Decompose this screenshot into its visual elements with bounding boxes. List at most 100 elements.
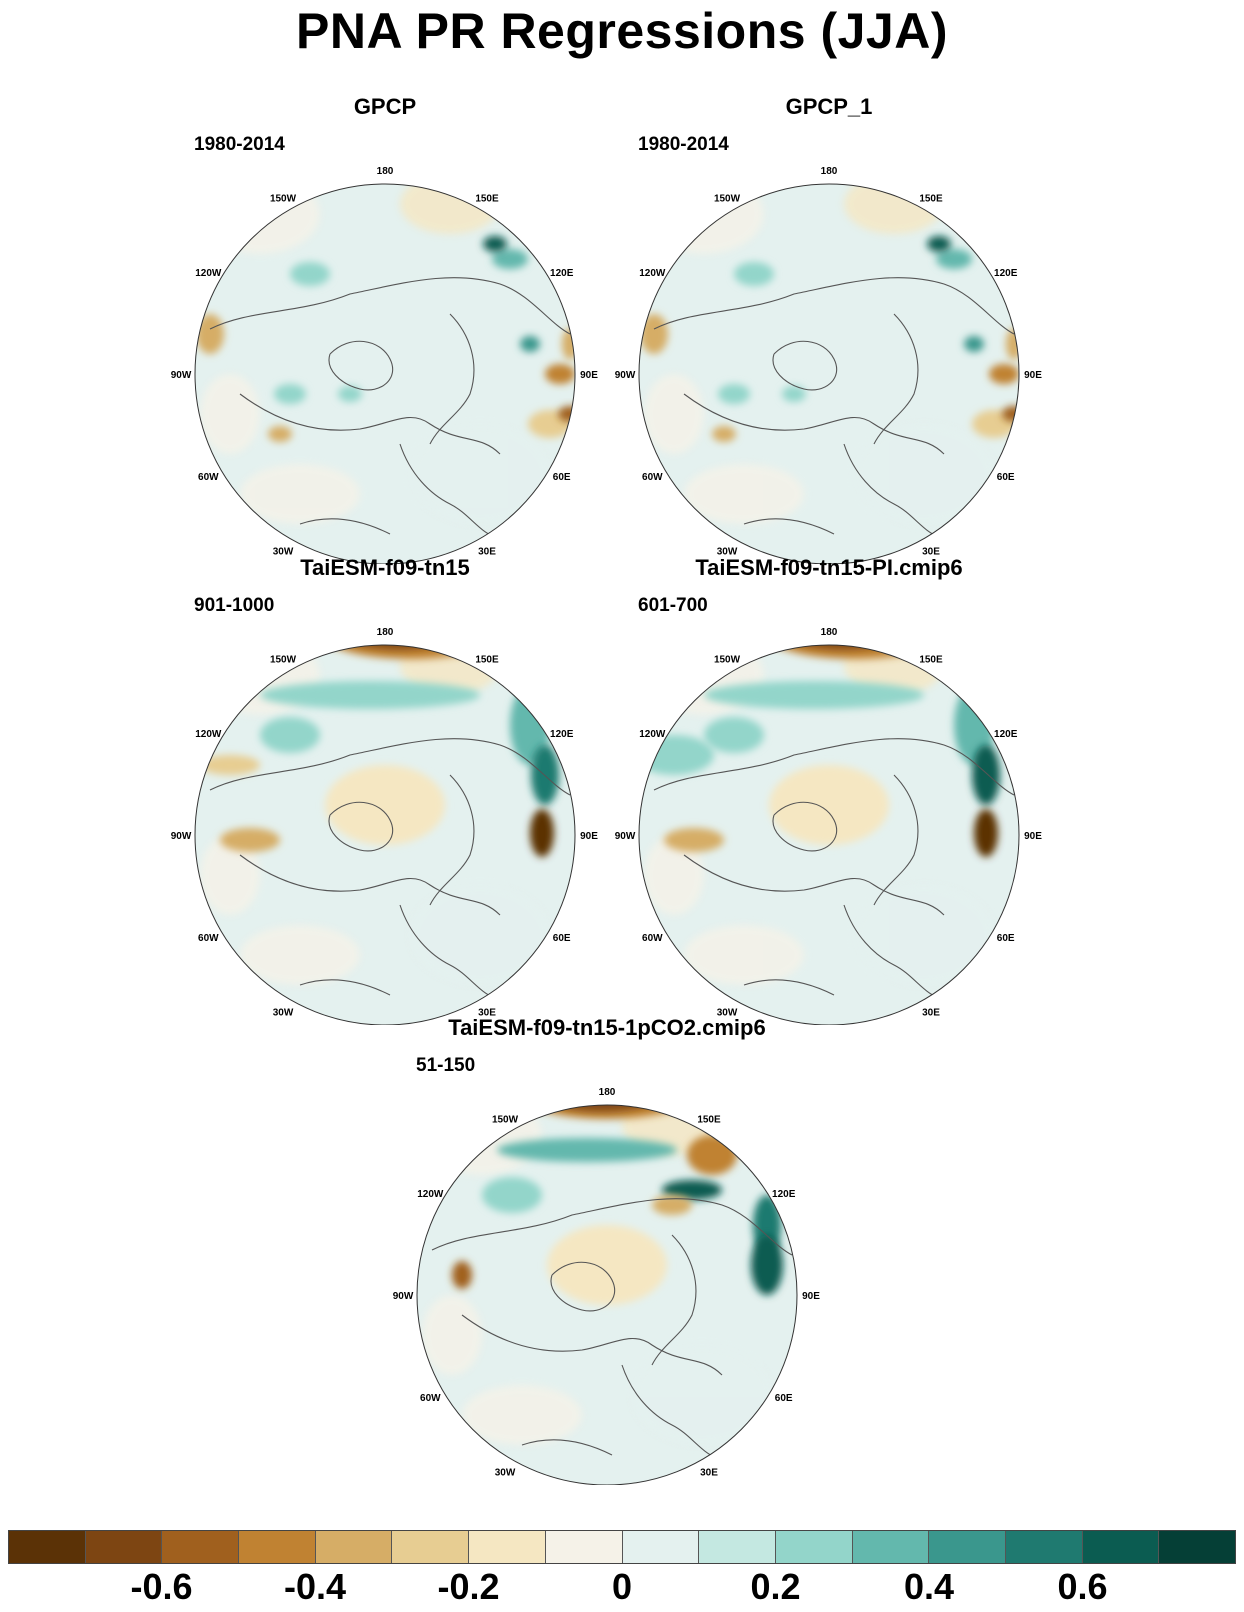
longitude-label: 180 — [821, 166, 838, 177]
map-panel-taiesm-pi: TaiESM-f09-tn15-PI.cmip6 601-700 180 150E… — [594, 555, 1064, 1025]
longitude-label: 30W — [495, 1468, 516, 1479]
colorbar-labels: -0.6 -0.4 -0.2 0 0.2 0.4 0.6 — [8, 1566, 1236, 1612]
longitude-label: 60E — [553, 472, 571, 483]
longitude-label: 90E — [802, 1291, 820, 1302]
colorbar-tick-label: 0.2 — [750, 1566, 801, 1607]
colorbar-swatch — [699, 1531, 776, 1563]
map-border — [194, 183, 576, 564]
longitude-label: 90E — [580, 831, 598, 842]
map-border — [194, 644, 576, 1025]
coastline — [209, 277, 571, 540]
longitude-label: 150E — [919, 193, 943, 204]
coastline — [209, 738, 571, 1001]
longitude-label: 30E — [700, 1468, 718, 1479]
colorbar-swatch — [392, 1531, 470, 1563]
colorbar-tick-label: -0.4 — [283, 1566, 347, 1607]
colorbar-tick-label: -0.6 — [130, 1566, 193, 1607]
longitude-label: 180 — [377, 166, 394, 177]
longitude-label: 120E — [550, 729, 574, 740]
longitude-label: 150E — [475, 654, 499, 665]
longitude-label: 120E — [550, 268, 574, 279]
page-title: PNA PR Regressions (JJA) — [296, 3, 948, 59]
longitude-label: 120W — [195, 268, 222, 279]
polar-map: 180150E120E90E60E30E030W60W90W120W150W — [393, 1087, 820, 1485]
longitude-label: 150W — [270, 654, 297, 665]
longitude-label: 60E — [997, 472, 1015, 483]
colorbar-swatch — [469, 1531, 546, 1563]
longitude-label: 120W — [639, 729, 666, 740]
colorbar — [8, 1530, 1236, 1564]
colorbar-swatch — [315, 1531, 393, 1563]
longitude-label: 120E — [772, 1189, 796, 1200]
coastline — [431, 1198, 793, 1461]
longitude-label: 30W — [273, 1008, 294, 1019]
colorbar-swatch — [9, 1531, 86, 1563]
map-panel-gpcp-1: GPCP_1 1980-2014 180150E120E90E60E30E030… — [594, 94, 1064, 564]
longitude-label: 60W — [642, 933, 663, 944]
polar-map: 180150E120E90E60E30E030W60W90W120W150W — [171, 166, 598, 564]
panel-title: TaiESM-f09-tn15 — [300, 555, 470, 580]
coastline — [653, 277, 1015, 540]
precip-field — [195, 184, 575, 564]
colorbar-swatch — [239, 1531, 316, 1563]
precip-field — [639, 645, 1019, 1025]
colorbar-swatch — [85, 1531, 163, 1563]
longitude-label: 180 — [377, 627, 394, 638]
panel-period: 51-150 — [416, 1055, 476, 1076]
longitude-label: 60W — [642, 472, 663, 483]
longitude-label: 90E — [1024, 831, 1042, 842]
colorbar-tick-label: -0.2 — [437, 1566, 500, 1607]
longitude-label: 30E — [478, 1008, 496, 1019]
colorbar-swatch — [1159, 1531, 1235, 1563]
panel-period: 601-700 — [638, 595, 708, 616]
longitude-label: 60W — [198, 933, 219, 944]
longitude-label: 120E — [994, 268, 1018, 279]
longitude-label: 90W — [393, 1291, 414, 1302]
colorbar-tick-label: 0.4 — [903, 1566, 955, 1607]
map-panel-taiesm-1pco2: TaiESM-f09-tn15-1pCO2.cmip6 51-150 180 15… — [372, 1015, 842, 1485]
panel-period: 1980-2014 — [638, 134, 729, 155]
map-border — [416, 1104, 798, 1485]
polar-map: 180150E120E90E60E30E030W60W90W120W150W — [171, 627, 598, 1025]
longitude-label: 150E — [919, 654, 943, 665]
longitude-label: 30W — [273, 547, 294, 558]
longitude-label: 150E — [697, 1114, 721, 1125]
longitude-label: 60W — [198, 472, 219, 483]
panel-title: GPCP_1 — [785, 94, 873, 119]
colorbar-swatch — [622, 1531, 700, 1563]
polar-map: 180150E120E90E60E30E030W60W90W120W150W — [615, 627, 1042, 1025]
longitude-label: 150E — [475, 193, 499, 204]
longitude-label: 90E — [580, 370, 598, 381]
longitude-label: 120W — [417, 1189, 444, 1200]
precip-field — [195, 645, 575, 1025]
polar-map: 180150E120E90E60E30E030W60W90W120W150W — [615, 166, 1042, 564]
longitude-label: 60E — [997, 933, 1015, 944]
longitude-label: 30E — [922, 547, 940, 558]
longitude-label: 30E — [922, 1008, 940, 1019]
longitude-label: 150W — [714, 193, 741, 204]
colorbar-swatch — [162, 1531, 240, 1563]
longitude-label: 30E — [478, 547, 496, 558]
panel-title: GPCP — [353, 94, 417, 119]
coastline — [653, 738, 1015, 1001]
longitude-label: 120W — [639, 268, 666, 279]
longitude-label: 120W — [195, 729, 222, 740]
longitude-label: 150W — [714, 654, 741, 665]
colorbar-swatch — [545, 1531, 623, 1563]
longitude-label: 120E — [994, 729, 1018, 740]
colorbar-tick-label: 0 — [611, 1566, 633, 1607]
longitude-label: 90W — [615, 370, 636, 381]
longitude-label: 150W — [492, 1114, 519, 1125]
longitude-label: 180 — [599, 1087, 616, 1098]
map-panel-taiesm-f09-tn15: TaiESM-f09-tn15 901-1000 180 150E 120E 90E 6… — [150, 555, 620, 1025]
longitude-label: 60W — [420, 1393, 441, 1404]
colorbar-swatch — [929, 1531, 1006, 1563]
map-border — [638, 183, 1020, 564]
longitude-label: 30W — [717, 1008, 738, 1019]
longitude-label: 150W — [270, 193, 297, 204]
precip-field — [417, 1105, 797, 1485]
map-panel-gpcp: GPCP 1980-2014 180150E120E90E60E30E030W6… — [150, 94, 620, 564]
panel-period: 901-1000 — [194, 595, 275, 616]
longitude-label: 90W — [171, 831, 192, 842]
map-border — [638, 644, 1020, 1025]
